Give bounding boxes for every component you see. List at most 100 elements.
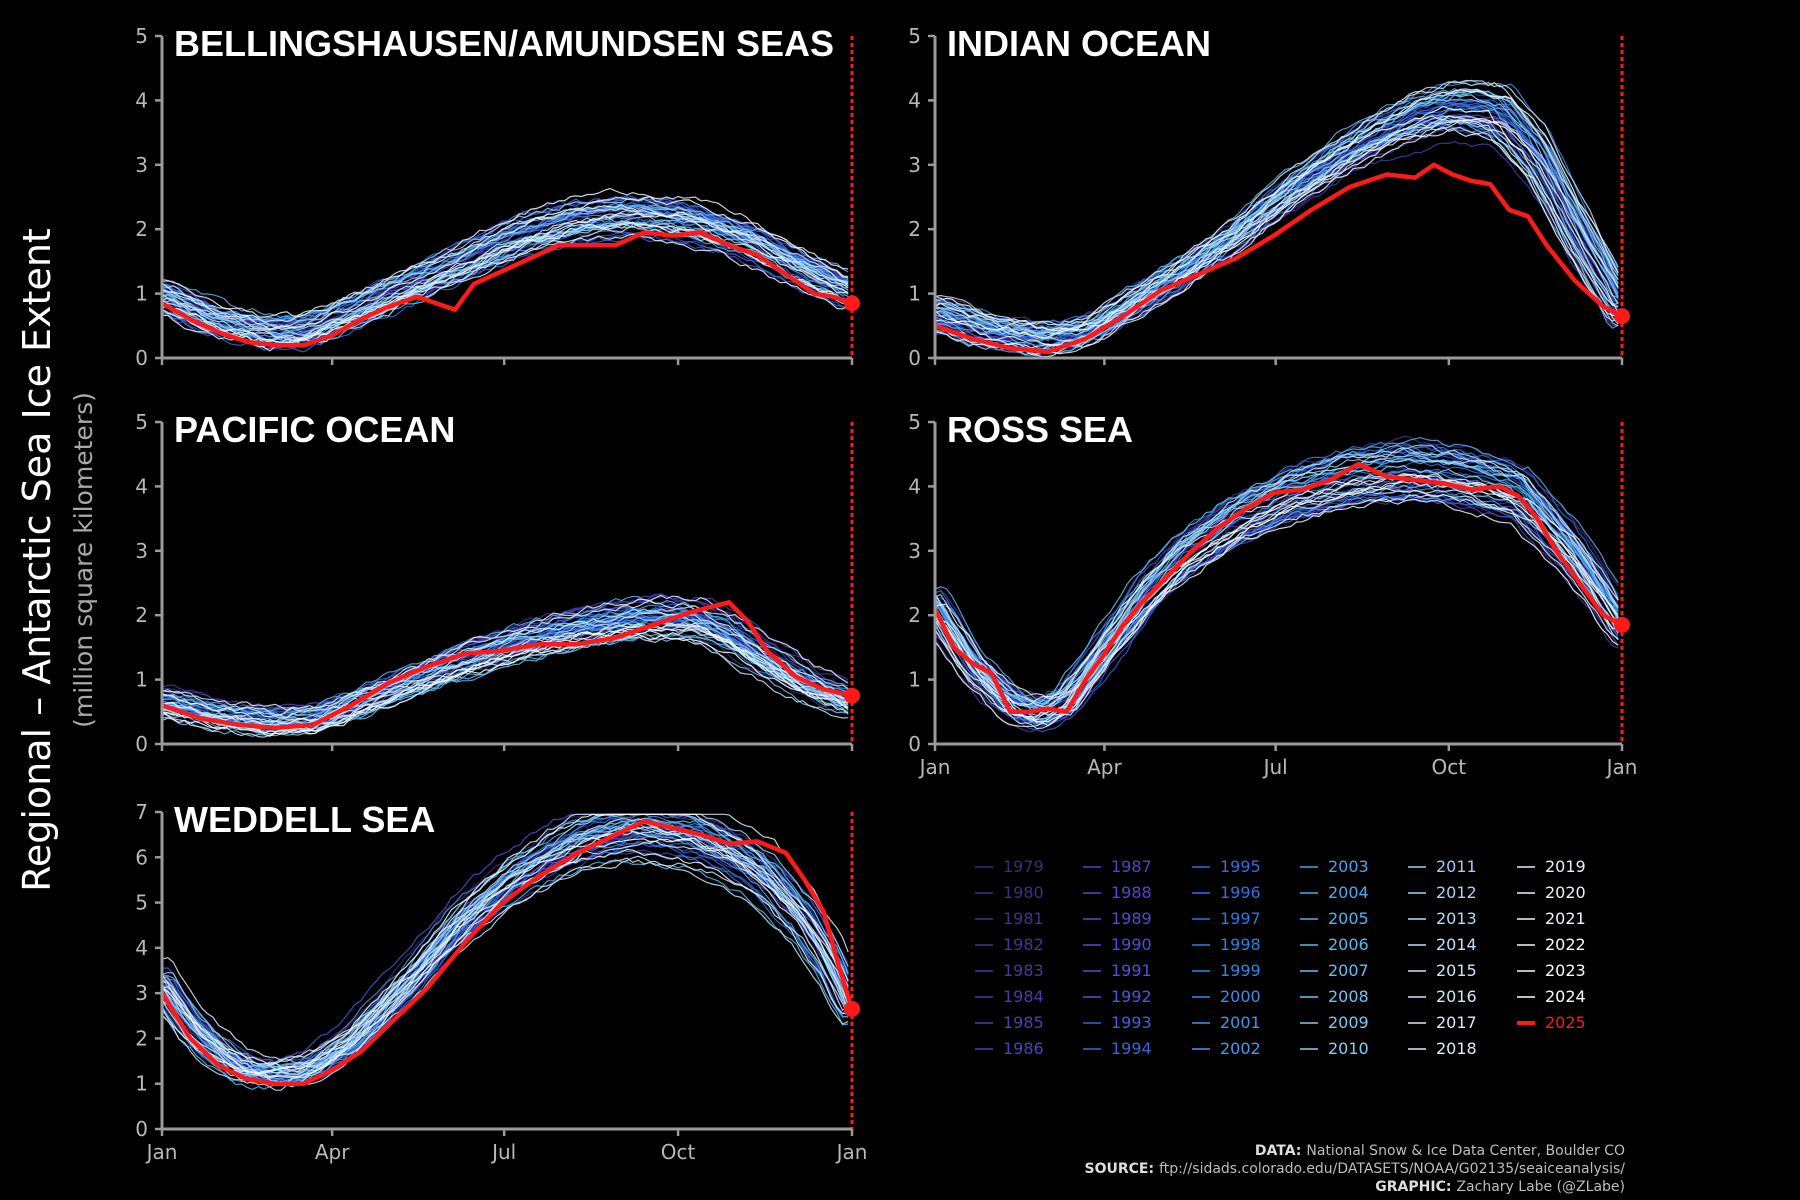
year-line-2024 [161,633,849,737]
legend-label: 1994 [1111,1039,1152,1058]
year-line-2022 [161,622,849,725]
legend-label: 1996 [1220,883,1261,902]
legend-item-2017: 2017 [1408,1013,1477,1032]
legend-label: 2004 [1328,883,1369,902]
legend-label: 1983 [1003,961,1044,980]
y-axis-label-units: (million square kilometers) [69,392,98,728]
year-line-2005 [161,202,849,319]
year-line-2020 [934,126,1619,349]
legend-item-2005: 2005 [1300,909,1369,928]
y-tick-label: 1 [908,282,921,306]
y-tick-label: 2 [135,1026,148,1050]
year-line-2007 [161,817,849,1068]
legend-item-2003: 2003 [1300,857,1369,876]
legend-label: 1986 [1003,1039,1044,1058]
year-line-2016 [161,857,849,1086]
year-line-2019 [934,493,1619,717]
legend: 1979 1980 1981 1982 1983 1984 1985 1986 1987 1988… [975,857,1586,1058]
legend-label: 2017 [1436,1013,1477,1032]
y-tick-label: 3 [135,153,148,177]
legend-label: 1997 [1220,909,1261,928]
legend-item-2004: 2004 [1300,883,1369,902]
year-line-2005 [161,595,849,716]
legend-label: 1995 [1220,857,1261,876]
y-tick-label: 5 [135,891,148,915]
legend-label: 2012 [1436,883,1477,902]
series-2025-line [932,461,1624,715]
credit-source: SOURCE: ftp://sidads.colorado.edu/DATASET… [1084,1161,1625,1177]
legend-label: 2025 [1545,1013,1586,1032]
year-line-2015 [161,855,849,1091]
legend-label: 1987 [1111,857,1152,876]
year-line-2011 [934,94,1619,340]
series-2025-line [160,818,855,1086]
legend-label: 1984 [1003,987,1044,1006]
y-tick-label: 2 [908,603,921,627]
legend-label: 1990 [1111,935,1152,954]
legend-label: 2021 [1545,909,1586,928]
panel-5: 0 1 2 3 4 5 6 7 Jan Apr Jul Oct Jan WEDDELL SEA [135,799,867,1164]
series-2025-endpoint [844,1000,860,1017]
y-tick-label: 1 [135,282,148,306]
year-line-2022 [934,473,1619,699]
year-line-1992 [934,483,1619,733]
year-line-2012 [161,221,849,337]
series-2025-endpoint [844,687,860,704]
year-line-2024 [934,479,1619,724]
y-tick-label: 4 [135,936,148,960]
year-line-1995 [161,841,849,1081]
y-tick-label: 0 [135,1117,148,1141]
year-line-1984 [934,140,1619,356]
legend-item-1987: 1987 [1083,857,1152,876]
panel-1: 0 1 2 3 4 5 BELLINGSHAUSEN/AMUNDSEN SEAS [135,23,860,370]
legend-item-2018: 2018 [1408,1039,1477,1058]
series-2025-endpoint [1614,616,1630,633]
y-tick-label: 3 [908,539,921,563]
legend-label: 2011 [1436,857,1477,876]
legend-item-2006: 2006 [1300,935,1369,954]
panels-group: 0 1 2 3 4 5 BELLINGSHAUSEN/AMUNDSEN SEAS 0 1 2 3 4 5… [135,23,1637,1164]
panel-4: 0 1 2 3 4 5 Jan Apr Jul Oct Jan ROSS SEA [908,409,1637,779]
legend-item-1995: 1995 [1192,857,1261,876]
historical-lines [161,813,849,1091]
legend-item-2019: 2019 [1517,857,1586,876]
year-line-2020 [161,830,849,1084]
legend-label: 2001 [1220,1013,1261,1032]
year-line-2016 [934,490,1619,718]
year-line-2005 [934,436,1619,702]
x-tick-label: Oct [1432,755,1467,779]
y-tick-label: 5 [135,410,148,434]
legend-label: 1980 [1003,883,1044,902]
legend-item-2011: 2011 [1408,857,1477,876]
legend-item-2002: 2002 [1192,1039,1261,1058]
legend-item-2025: 2025 [1517,1013,1586,1032]
legend-item-2020: 2020 [1517,883,1586,902]
year-line-2019 [161,204,849,323]
legend-item-1998: 1998 [1192,935,1261,954]
year-line-1998 [161,849,849,1084]
year-line-2012 [934,119,1619,355]
legend-item-2008: 2008 [1300,987,1369,1006]
year-line-1998 [934,441,1619,706]
year-line-2024 [161,195,849,331]
x-tick-label: Apr [1087,755,1122,779]
legend-label: 2013 [1436,909,1477,928]
historical-lines [161,592,849,738]
legend-item-1981: 1981 [975,909,1044,928]
legend-label: 1999 [1220,961,1261,980]
credit-graphic: GRAPHIC: Zachary Labe (@ZLabe) [1375,1179,1625,1195]
y-tick-label: 2 [135,603,148,627]
legend-item-1982: 1982 [975,935,1044,954]
y-tick-label: 4 [908,474,921,498]
legend-label: 1989 [1111,909,1152,928]
legend-item-1986: 1986 [975,1039,1044,1058]
legend-item-2007: 2007 [1300,961,1369,980]
legend-item-1984: 1984 [975,987,1044,1006]
x-tick-label: Jul [1262,755,1288,779]
year-line-2014 [934,88,1619,335]
panel-title: ROSS SEA [947,409,1133,450]
year-line-2020 [934,478,1619,727]
legend-label: 2007 [1328,961,1369,980]
legend-label: 2022 [1545,935,1586,954]
legend-item-2009: 2009 [1300,1013,1369,1032]
